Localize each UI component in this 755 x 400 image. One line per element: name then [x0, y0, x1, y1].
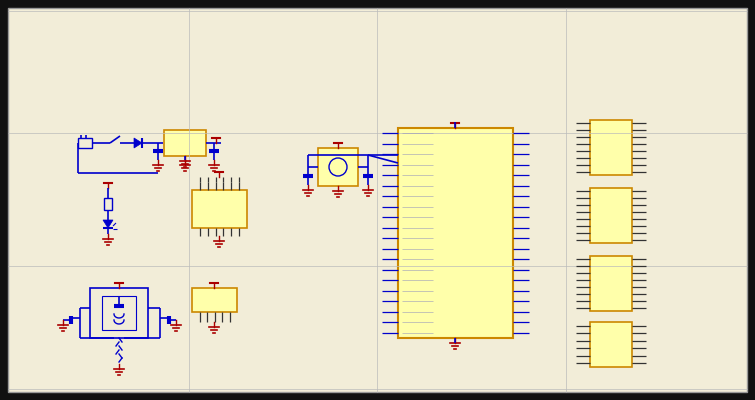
Bar: [78, 138, 92, 148]
Polygon shape: [103, 220, 113, 228]
Bar: [104, 198, 112, 210]
Bar: [192, 288, 237, 312]
Polygon shape: [134, 138, 142, 148]
Bar: [102, 296, 136, 330]
Bar: [90, 288, 148, 338]
Bar: [590, 120, 632, 175]
Bar: [164, 130, 206, 156]
Bar: [398, 128, 513, 338]
Bar: [318, 148, 358, 186]
Bar: [590, 188, 632, 243]
Bar: [590, 256, 632, 311]
Bar: [192, 190, 247, 228]
Bar: [590, 322, 632, 367]
